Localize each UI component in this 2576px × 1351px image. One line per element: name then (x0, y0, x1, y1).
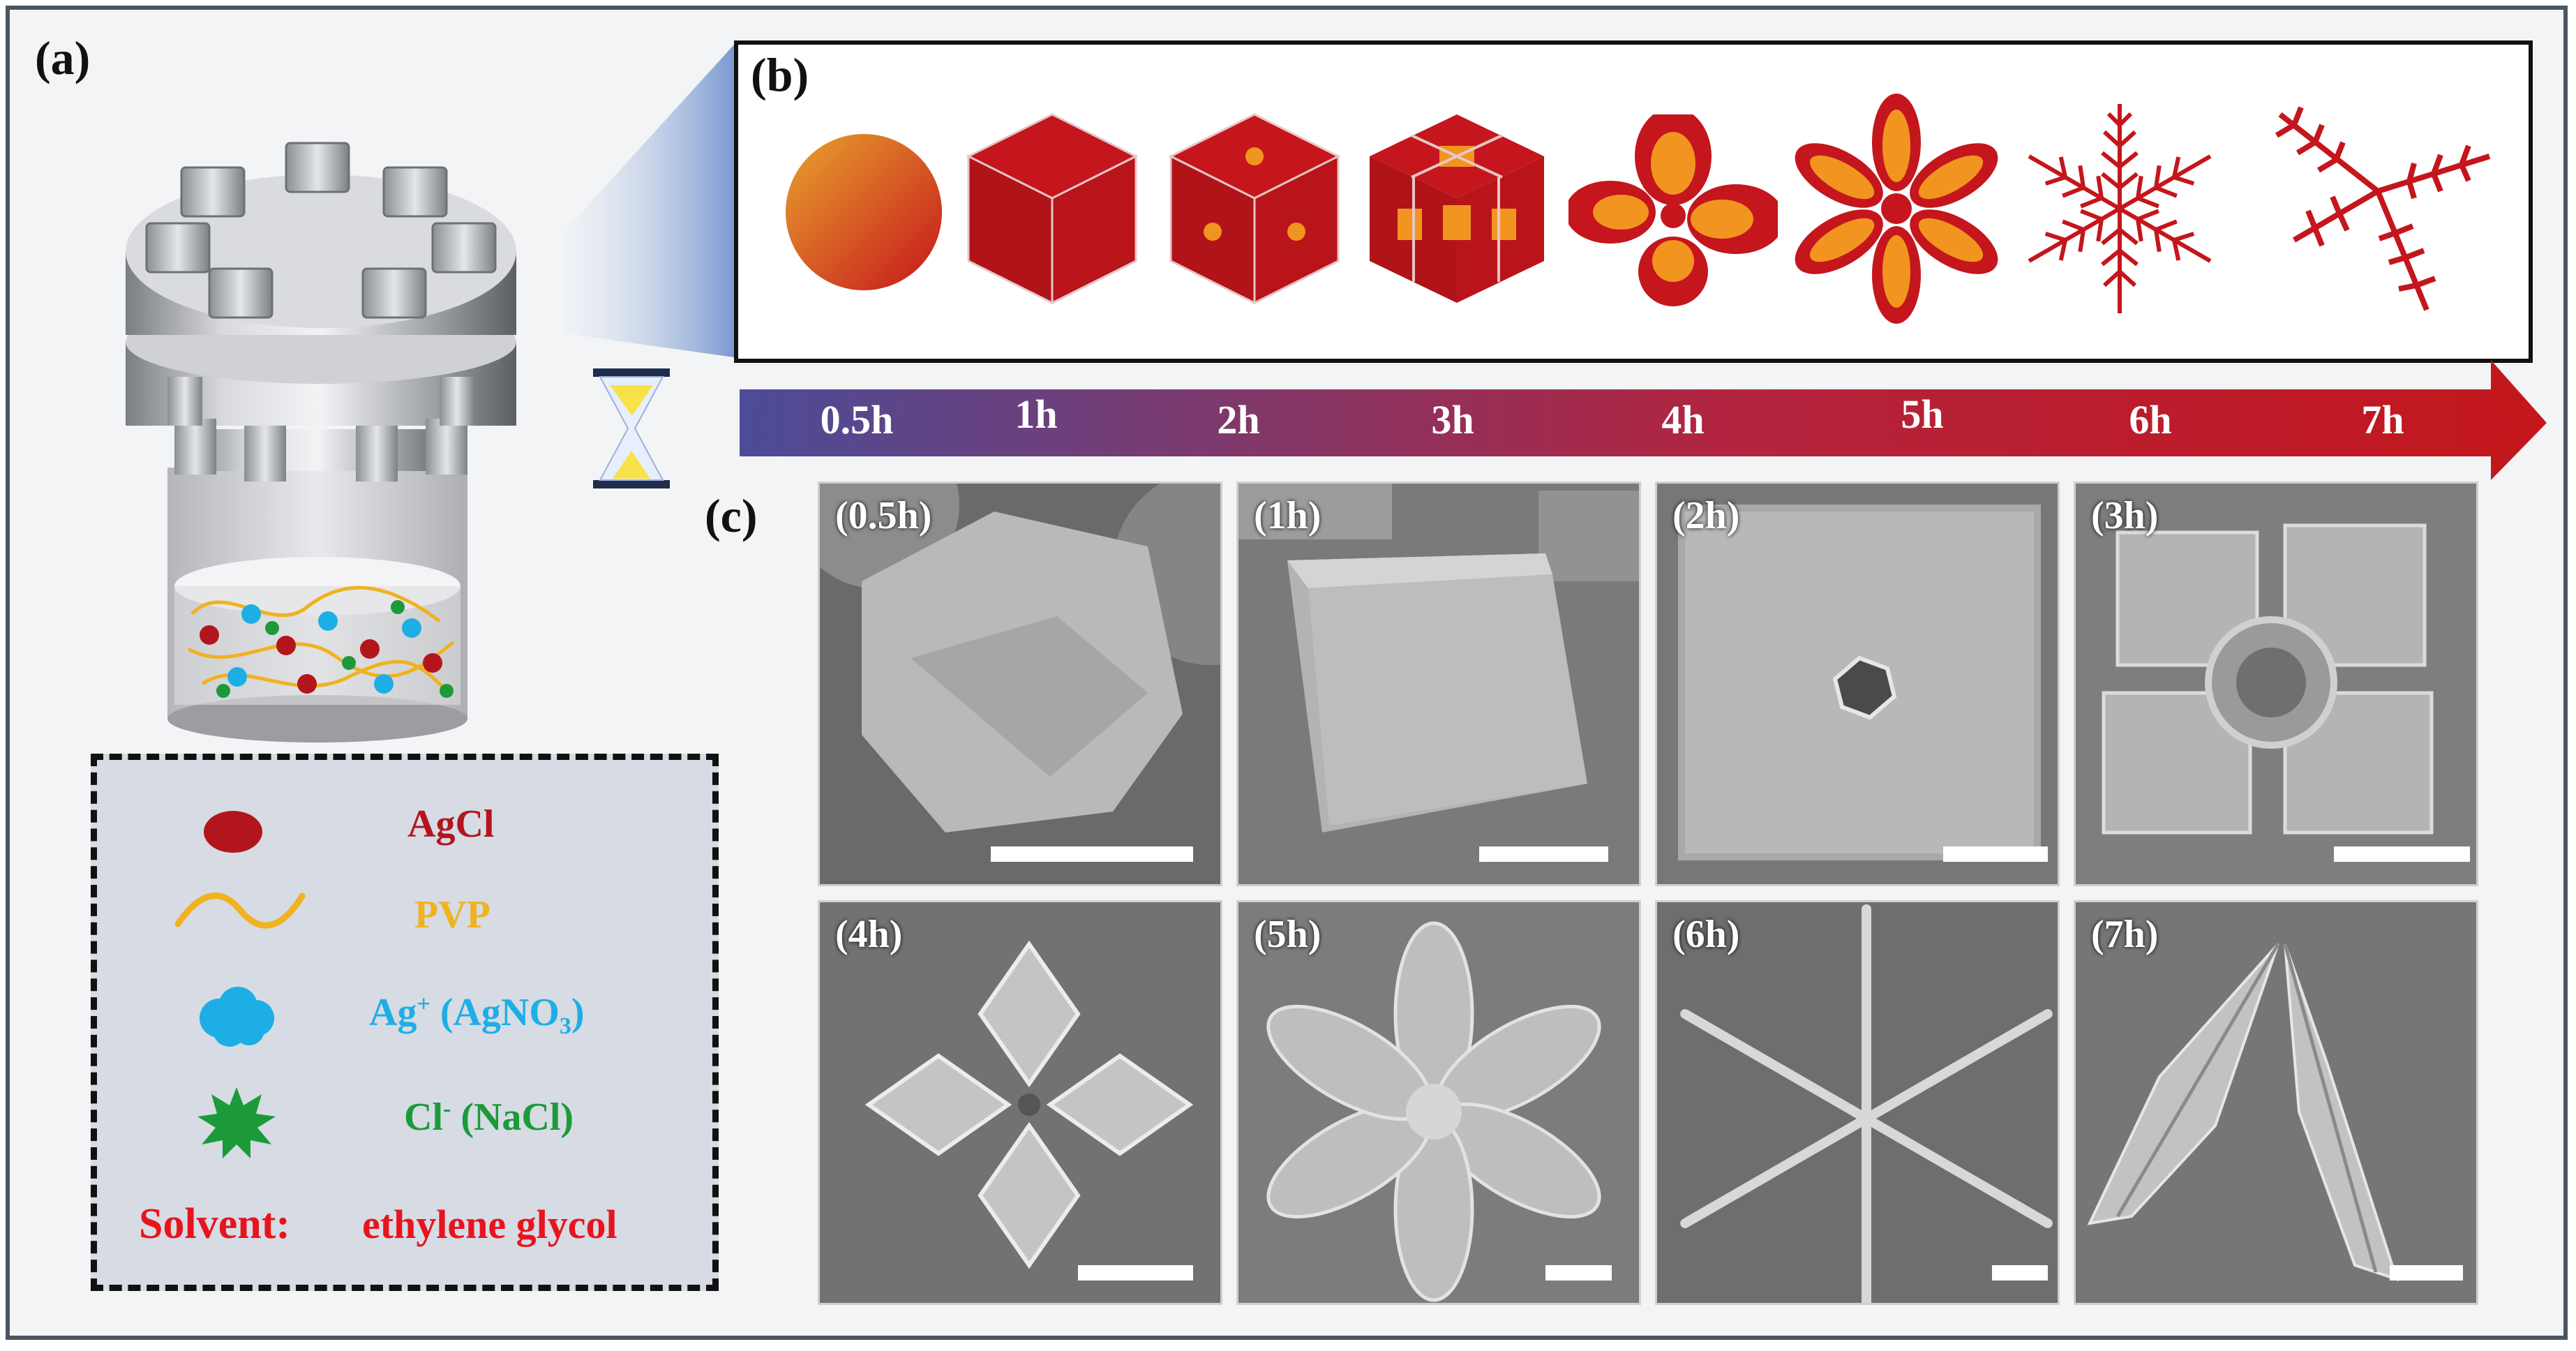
ag-cloud-icon (200, 987, 274, 1047)
sem-image-3h: (3h) (2074, 482, 2478, 886)
sem-label: (3h) (2091, 494, 2159, 537)
sem-image-5h: (5h) (1236, 900, 1641, 1305)
four-petal-stage-icon (1568, 114, 1778, 306)
time-label-0-5h: 0.5h (820, 397, 894, 442)
sem-cube-micrograph (1238, 484, 1639, 884)
sem-leaf-dendrite-micrograph (2076, 902, 2476, 1303)
sem-label: (1h) (1254, 494, 1321, 537)
hourglass-icon (593, 368, 670, 488)
time-label-2h: 2h (1217, 397, 1260, 442)
time-label-5h: 5h (1901, 391, 1944, 437)
sem-image-2h: (2h) (1655, 482, 2060, 886)
sem-four-petal-micrograph (820, 902, 1220, 1303)
time-label-1h: 1h (1014, 391, 1058, 437)
legend: AgCl PVP Ag+ (AgNO3) Cl- (NaCl) Solvent:… (91, 754, 719, 1291)
sem-image-7h: (7h) (2074, 900, 2478, 1305)
sem-label: (2h) (1672, 494, 1740, 537)
solvent-key: Solvent: (139, 1200, 290, 1248)
legend-cl-label: Cl- (NaCl) (404, 1096, 574, 1139)
time-label-7h: 7h (2361, 397, 2404, 442)
time-label-3h: 3h (1431, 397, 1474, 442)
etched-cube-stage-icon (1370, 114, 1544, 303)
scale-bar (2390, 1265, 2463, 1281)
panel-label-b: (b) (751, 48, 809, 101)
timeline-arrow (740, 360, 2547, 480)
time-label-4h: 4h (1661, 397, 1705, 442)
sem-image-0-5h: (0.5h) (818, 482, 1222, 886)
legend-pvp-label: PVP (414, 893, 491, 936)
sem-image-6h: (6h) (1655, 900, 2060, 1305)
legend-ag-label: Ag+ (AgNO3) (369, 991, 585, 1040)
panel-b-schematic: (b) (734, 40, 2533, 363)
sem-image-4h: (4h) (818, 900, 1222, 1305)
sem-etched-cube-micrograph (2076, 484, 2476, 884)
solvent-value: ethylene glycol (362, 1202, 617, 1247)
sem-label: (7h) (2091, 913, 2159, 956)
pvp-wave-icon (174, 893, 306, 929)
sem-label: (6h) (1672, 913, 1740, 956)
scale-bar (991, 846, 1193, 862)
sem-image-1h: (1h) (1236, 482, 1641, 886)
time-label-6h: 6h (2129, 397, 2172, 442)
sem-sphere-micrograph (820, 484, 1220, 884)
sem-label: (4h) (835, 913, 903, 956)
scale-bar (2334, 846, 2470, 862)
scale-bar (1545, 1265, 1612, 1281)
sem-label: (0.5h) (835, 494, 932, 537)
scale-bar (1992, 1265, 2048, 1281)
agcl-ellipse-icon (204, 811, 262, 853)
legend-agcl-label: AgCl (407, 803, 495, 846)
leaf-dendrite-stage-icon (2275, 106, 2491, 311)
cl-star-icon (197, 1087, 276, 1158)
scale-bar (1943, 846, 2048, 862)
sem-pitted-cube-micrograph (1657, 484, 2058, 884)
sem-label: (5h) (1254, 913, 1321, 956)
panel-label-a: (a) (35, 31, 91, 84)
sphere-stage-icon (786, 134, 942, 290)
cube-pits-stage-icon (1168, 113, 1341, 305)
cube-stage-icon (966, 113, 1139, 305)
sem-six-petal-micrograph (1238, 902, 1639, 1303)
scale-bar (1078, 1265, 1193, 1281)
dendrite-stage-icon (2028, 104, 2212, 313)
six-petal-stage-icon (1795, 94, 1998, 324)
sem-dendrite-micrograph (1657, 902, 2058, 1303)
panel-label-c: (c) (705, 489, 758, 542)
scale-bar (1479, 846, 1608, 862)
autoclave-reactor-icon (126, 142, 516, 742)
